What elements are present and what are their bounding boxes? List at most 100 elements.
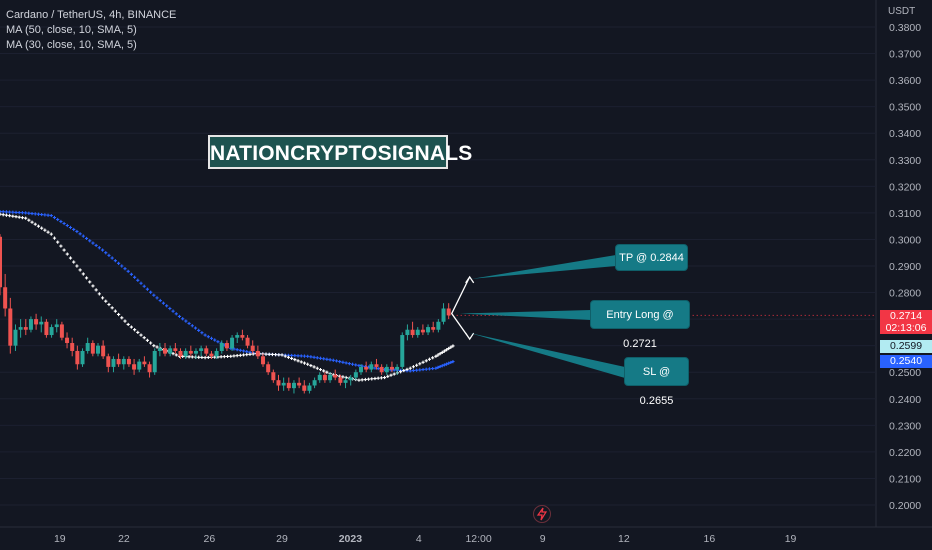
candle [188,345,193,357]
candle-body [183,350,188,357]
candle-body [18,327,23,330]
ma-point [245,353,249,357]
ma-point [200,355,204,360]
ma-point [4,210,9,214]
ma-point [49,213,53,218]
ma-point [30,211,34,216]
candle-body [121,358,126,365]
candle-body [95,345,100,354]
entry-arrow [450,275,475,341]
ma-point [197,355,201,359]
ma-point [357,378,361,382]
candle [39,316,44,333]
ma-point [81,272,85,276]
ma-point [386,374,390,378]
candle [271,369,276,383]
candle [266,361,271,375]
candle [70,337,75,357]
candle [95,343,100,357]
candle [23,319,28,336]
ma-point [209,336,214,340]
ma-point [62,221,66,226]
ma-white-line [0,212,455,382]
indicator-ma-30[interactable]: MA (30, close, 10, SMA, 5) [6,39,137,51]
candles [0,234,451,394]
ma-point [24,211,28,215]
candle-body [384,366,389,373]
candle [322,372,327,383]
ma-point [315,356,319,360]
ma-point [113,259,117,263]
price-tick-label: 0.3000 [889,234,921,246]
ma-point [197,328,201,332]
ma-point [438,352,442,356]
ma-point [302,361,307,365]
price-axis[interactable]: 0.3800 0.3700 0.3600 0.3500 0.3400 0.3300 0.32… [889,22,921,512]
ma-point [116,261,121,265]
candle-body [369,364,374,370]
ma-point [40,226,44,230]
ma-point [145,287,150,291]
candle-body [59,324,64,338]
ma-point [158,298,162,303]
ma-point [427,367,432,371]
candle-body [163,348,168,354]
candle [101,340,106,359]
ma-point [91,284,95,288]
ma-point [11,210,15,214]
ma-point [24,216,28,220]
candle [420,324,425,336]
ma-point [440,364,444,368]
ma-point [126,322,130,327]
candle-body [178,350,183,357]
ma-point [344,375,348,380]
candle [59,321,64,341]
lightning-icon[interactable] [533,505,551,523]
brand-watermark: NATIONCRYPTOSIGNALS [208,135,472,169]
time-tick-label: 4 [416,533,422,545]
price-tick-label: 0.3100 [889,208,921,220]
current-price-tag[interactable]: 0.2714 02:13:06 [880,310,932,334]
time-axis[interactable]: 19 22 26 29 2023 4 12:00 9 12 16 19 [54,533,797,545]
ma-point [46,213,50,217]
candle [436,319,441,333]
ma-point [363,377,367,382]
candle-body [80,350,85,365]
ma-point [322,369,326,373]
ma-point [334,359,339,363]
price-tick-label: 0.3500 [889,102,921,114]
ma-point [411,368,416,373]
candle-body [90,343,95,354]
symbol-title[interactable]: Cardano / TetherUS, 4h, BINANCE [6,9,177,21]
price-tick-label: 0.3700 [889,49,921,61]
ma-point [43,228,47,232]
ma-point [84,276,89,280]
candle-body [364,366,369,370]
ma-point [379,376,383,380]
candle-body [54,324,59,328]
ma-point [344,361,348,365]
candle [338,374,343,386]
ma-point [27,211,31,215]
candle [353,369,358,381]
ma-point [444,362,449,366]
candle [224,340,229,351]
indicator-ma-50[interactable]: MA (50, close, 10, SMA, 5) [6,24,137,36]
time-tick-label: 29 [276,533,288,545]
candle [379,364,384,375]
entry-callout: Entry Long @ 0.2721 [590,300,690,350]
ma-point [52,236,57,240]
candle [245,335,250,349]
ma-point [0,209,2,214]
ma-point [219,355,223,359]
ma-point [129,325,133,329]
candle [142,356,147,367]
ma-point [1,210,5,214]
candle-body [75,350,80,365]
ma-point [43,213,47,217]
ma-point [78,268,82,272]
ma-point [309,355,313,359]
candle-body [353,372,358,378]
